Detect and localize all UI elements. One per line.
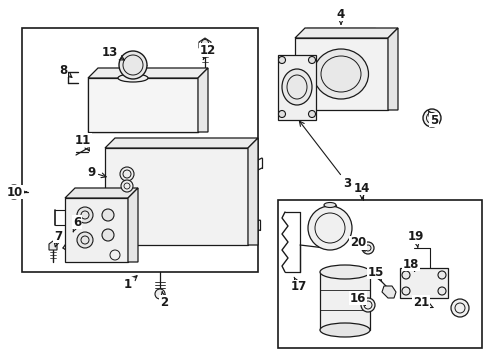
Text: 2: 2 — [160, 292, 168, 309]
Text: 11: 11 — [75, 134, 91, 151]
Circle shape — [309, 111, 316, 117]
Text: 17: 17 — [291, 277, 307, 293]
Ellipse shape — [320, 265, 370, 279]
Ellipse shape — [118, 74, 148, 82]
Text: 19: 19 — [408, 230, 424, 247]
Polygon shape — [49, 241, 57, 250]
Polygon shape — [88, 78, 198, 132]
Polygon shape — [248, 138, 258, 245]
Circle shape — [402, 287, 410, 295]
Polygon shape — [295, 28, 398, 38]
Circle shape — [120, 167, 134, 181]
Ellipse shape — [324, 202, 336, 207]
Bar — [320, 272, 370, 330]
Polygon shape — [198, 68, 208, 132]
Polygon shape — [105, 138, 258, 148]
Bar — [324, 205, 336, 212]
Circle shape — [77, 207, 93, 223]
Circle shape — [438, 271, 446, 279]
Text: 18: 18 — [403, 257, 419, 271]
Circle shape — [102, 229, 114, 241]
Text: 3: 3 — [299, 121, 351, 189]
Circle shape — [308, 206, 352, 250]
Circle shape — [423, 109, 441, 127]
Polygon shape — [295, 38, 388, 110]
Text: 13: 13 — [102, 45, 124, 60]
Polygon shape — [388, 28, 398, 110]
Circle shape — [102, 209, 114, 221]
Circle shape — [451, 299, 469, 317]
Polygon shape — [105, 148, 248, 245]
Text: 12: 12 — [200, 44, 216, 60]
Polygon shape — [278, 55, 316, 120]
Circle shape — [361, 298, 375, 312]
Ellipse shape — [282, 69, 312, 105]
Polygon shape — [65, 198, 128, 262]
Circle shape — [278, 111, 286, 117]
Text: 14: 14 — [354, 181, 370, 199]
Polygon shape — [128, 188, 138, 262]
Text: 6: 6 — [73, 216, 81, 232]
Text: 8: 8 — [59, 63, 72, 77]
Polygon shape — [400, 268, 448, 298]
Circle shape — [278, 57, 286, 63]
Text: 9: 9 — [87, 166, 106, 179]
Polygon shape — [88, 68, 208, 78]
Text: 16: 16 — [350, 292, 366, 305]
Circle shape — [402, 271, 410, 279]
Circle shape — [155, 289, 165, 299]
Bar — [22, 28, 258, 272]
Polygon shape — [65, 188, 138, 198]
Circle shape — [362, 242, 374, 254]
Text: 1: 1 — [124, 276, 137, 291]
Text: 4: 4 — [337, 8, 345, 24]
Text: 7: 7 — [54, 230, 62, 247]
Circle shape — [7, 185, 21, 199]
Circle shape — [438, 287, 446, 295]
Text: 15: 15 — [368, 266, 384, 282]
Ellipse shape — [314, 49, 368, 99]
Ellipse shape — [320, 323, 370, 337]
Text: 20: 20 — [350, 237, 366, 251]
Text: 10: 10 — [7, 185, 26, 198]
Polygon shape — [199, 38, 211, 48]
Circle shape — [77, 232, 93, 248]
Bar — [278, 200, 482, 348]
Circle shape — [121, 180, 133, 192]
Polygon shape — [382, 286, 396, 298]
Circle shape — [309, 57, 316, 63]
Text: 5: 5 — [428, 111, 438, 126]
Circle shape — [119, 51, 147, 79]
Text: 21: 21 — [413, 296, 433, 309]
